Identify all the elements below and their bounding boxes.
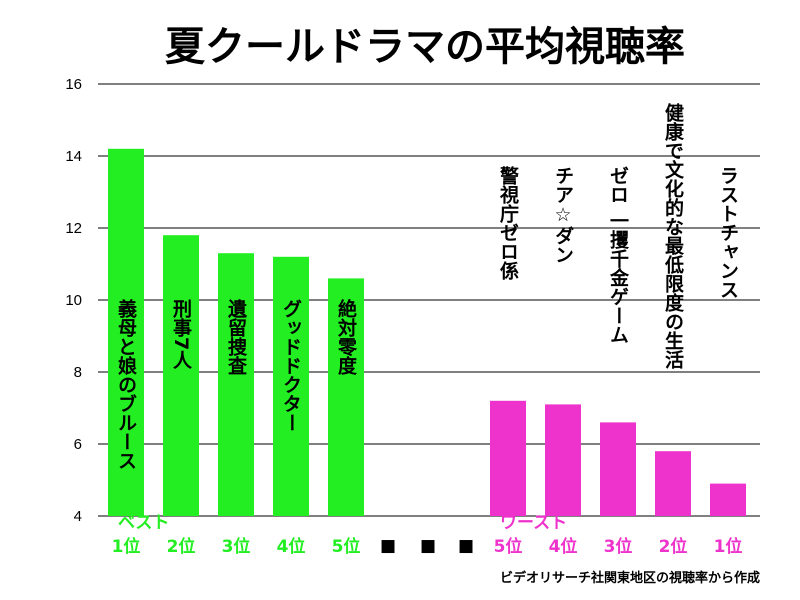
bar-label: 遺留捜査 [225, 298, 248, 375]
bar-label: グッドドクター [280, 299, 302, 432]
rank-label: 4位 [549, 536, 578, 557]
chart-title: 夏クールドラマの平均視聴率 [165, 24, 685, 70]
bar-label: チア☆ダン [552, 166, 574, 264]
bars [108, 148, 746, 517]
separator-marker: ■ [420, 536, 436, 556]
rank-label: 3位 [604, 536, 633, 557]
rank-label: 4位 [277, 536, 306, 557]
bar [163, 235, 199, 516]
rank-labels: 1位 2位 3位 4位 5位 5位 4位 3位 2位 1位 [112, 536, 743, 557]
bar [328, 278, 364, 516]
y-tick-label: 16 [65, 76, 82, 93]
y-tick-label: 4 [74, 508, 82, 525]
bar [545, 404, 581, 516]
bar-label: 絶対零度 [335, 298, 358, 376]
separator-marker: ■ [380, 536, 396, 556]
bar-label: ゼロ 一攫千金ゲーム [607, 166, 630, 344]
rank-label: 1位 [714, 536, 743, 557]
bar-label: 義母と娘のブルース [115, 298, 137, 470]
bar [108, 148, 144, 517]
y-tick-label: 14 [65, 148, 82, 165]
rank-label: 1位 [112, 536, 141, 557]
bar-label: 刑事7人 [170, 299, 192, 370]
group-label: ワースト [500, 513, 567, 533]
source-note: ビデオリサーチ社関東地区の視聴率から作成 [500, 570, 760, 586]
bar [710, 483, 746, 516]
rank-label: 2位 [167, 536, 196, 557]
rank-label: 2位 [659, 536, 688, 557]
rank-label: 5位 [494, 536, 523, 557]
y-tick-label: 6 [74, 436, 82, 453]
bar-label: 警視庁ゼロ係 [497, 165, 520, 280]
bar [490, 400, 526, 516]
separator-markers: ■ ■ ■ [380, 536, 474, 556]
y-axis-ticks: 4 6 8 10 12 14 16 [65, 76, 82, 525]
bar-label: ラストチャンス [717, 166, 739, 299]
bar [655, 451, 691, 516]
separator-marker: ■ [458, 536, 474, 556]
bar [273, 256, 309, 516]
rank-label: 3位 [222, 536, 251, 557]
bar-labels: 義母と娘のブルース 刑事7人 遺留捜査 グッドドクター 絶対零度 警視庁ゼロ係 チア☆ダン ゼ… [115, 102, 739, 470]
group-label: ベスト [118, 513, 169, 533]
group-labels: ベスト ワースト [118, 513, 567, 533]
bar-label: 健康で文化的な最低限度の生活 [662, 102, 685, 370]
y-tick-label: 10 [65, 292, 82, 309]
y-tick-label: 12 [65, 220, 82, 237]
bar [600, 422, 636, 516]
bar [218, 253, 254, 516]
gridlines [98, 83, 760, 517]
y-tick-label: 8 [74, 364, 82, 381]
rank-label: 5位 [332, 536, 361, 557]
